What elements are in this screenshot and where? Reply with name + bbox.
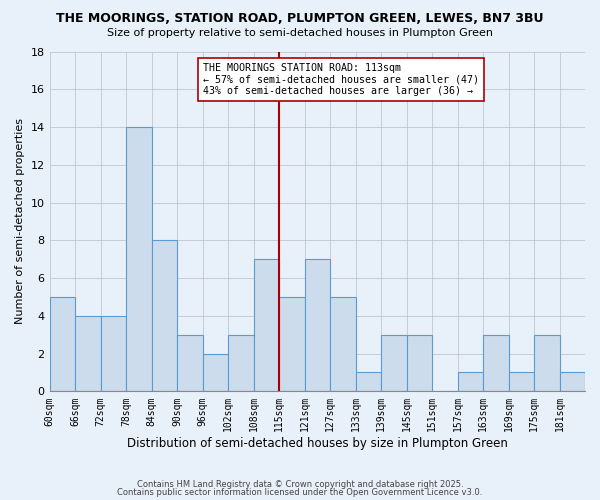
Text: THE MOORINGS STATION ROAD: 113sqm
← 57% of semi-detached houses are smaller (47): THE MOORINGS STATION ROAD: 113sqm ← 57% … [203, 63, 479, 96]
Text: Contains public sector information licensed under the Open Government Licence v3: Contains public sector information licen… [118, 488, 482, 497]
Bar [50, 297, 75, 392]
Text: THE MOORINGS, STATION ROAD, PLUMPTON GREEN, LEWES, BN7 3BU: THE MOORINGS, STATION ROAD, PLUMPTON GRE… [56, 12, 544, 26]
Y-axis label: Number of semi-detached properties: Number of semi-detached properties [15, 118, 25, 324]
Bar [254, 259, 279, 392]
Bar [381, 334, 407, 392]
Bar [152, 240, 177, 392]
Text: Contains HM Land Registry data © Crown copyright and database right 2025.: Contains HM Land Registry data © Crown c… [137, 480, 463, 489]
Bar [177, 334, 203, 392]
Text: Size of property relative to semi-detached houses in Plumpton Green: Size of property relative to semi-detach… [107, 28, 493, 38]
Bar [509, 372, 534, 392]
Bar [101, 316, 126, 392]
X-axis label: Distribution of semi-detached houses by size in Plumpton Green: Distribution of semi-detached houses by … [127, 437, 508, 450]
Bar [458, 372, 483, 392]
Bar [560, 372, 585, 392]
Bar [126, 127, 152, 392]
Bar [305, 259, 330, 392]
Bar [228, 334, 254, 392]
Bar [279, 297, 305, 392]
Bar [407, 334, 432, 392]
Bar [75, 316, 101, 392]
Bar [534, 334, 560, 392]
Bar [203, 354, 228, 392]
Bar [356, 372, 381, 392]
Bar [330, 297, 356, 392]
Bar [483, 334, 509, 392]
